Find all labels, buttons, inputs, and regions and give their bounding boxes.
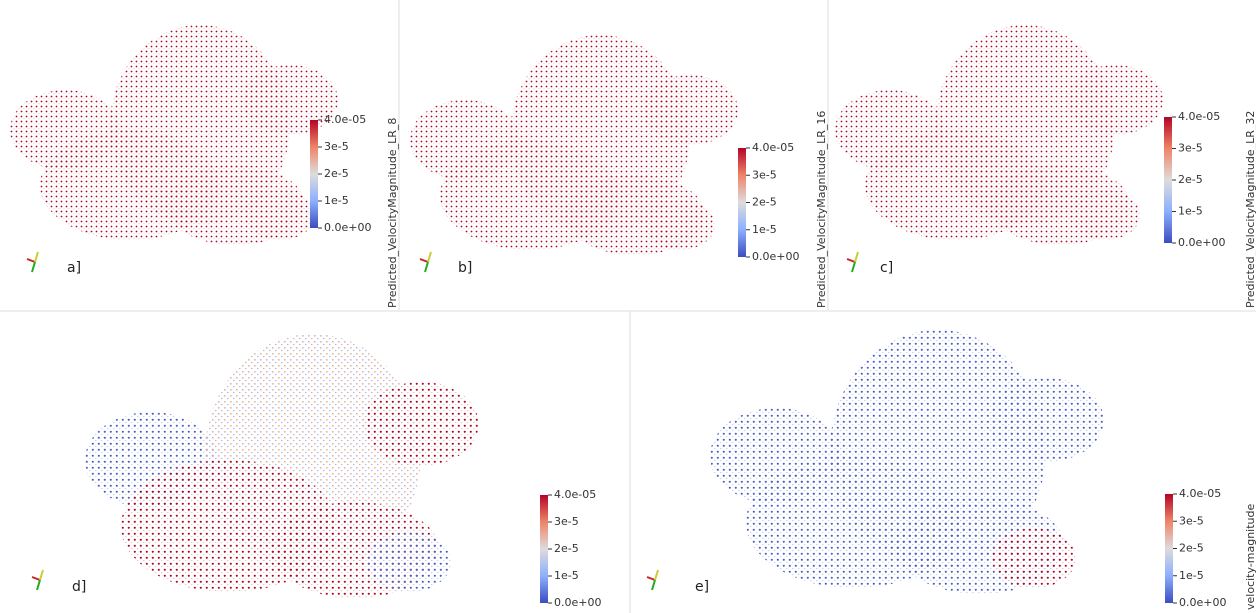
axis-z (852, 262, 855, 272)
colorbar-tick-label: 3e-5 (752, 168, 777, 181)
colorbar-tick-label: 4.0e-05 (752, 141, 794, 154)
point-cluster (1067, 65, 1163, 135)
figure: a] 4.0e-05 3e-5 2e-5 1e-5 0.0e+00 Predicted_Ve… (0, 0, 1256, 613)
panel-label: c] (880, 260, 893, 276)
colorbar-tick-label: 1e-5 (554, 569, 579, 582)
point-cloud (710, 330, 1104, 594)
axis-y (428, 252, 431, 262)
axis-y (35, 252, 38, 262)
colorbar-tick-label: 1e-5 (1179, 569, 1204, 582)
axis-x (32, 577, 40, 580)
axes-icon (847, 252, 858, 272)
axis-y (40, 570, 43, 580)
colorbar-tick-label: 3e-5 (1178, 142, 1203, 155)
colorbar-tick-label: 2e-5 (1178, 173, 1203, 186)
panel-label: d] (72, 579, 86, 595)
colorbar-tick-label: 3e-5 (324, 140, 349, 153)
point-cloud (10, 25, 338, 245)
point-cloud (410, 35, 738, 255)
colorbar-tick-label: 2e-5 (324, 167, 349, 180)
colorbar-tick-label: 0.0e+00 (1179, 596, 1226, 609)
colorbar-tick-label: 4.0e-05 (1179, 487, 1221, 500)
colorbar-tick-label: 4.0e-05 (1178, 110, 1220, 123)
colorbar-tick-label: 1e-5 (1178, 205, 1203, 218)
colorbar (738, 148, 746, 257)
point-cloud (835, 25, 1163, 245)
axis-x (847, 259, 855, 262)
panel-label: a] (67, 260, 81, 276)
point-cloud (85, 334, 479, 598)
axis-z (652, 580, 655, 590)
point-cluster (992, 528, 1076, 588)
axis-x (420, 259, 428, 262)
axis-z (425, 262, 428, 272)
colorbar-tick-label: 4.0e-05 (324, 113, 366, 126)
axis-x (27, 259, 35, 262)
colorbar-tick-label: 2e-5 (554, 542, 579, 555)
colorbar-title: Predicted_VelocityMagnitude_LR_8 (386, 118, 399, 308)
point-cluster (367, 532, 451, 592)
colorbar (310, 120, 318, 228)
colorbar-tick-label: 0.0e+00 (752, 250, 799, 263)
axis-z (37, 580, 40, 590)
point-cluster (642, 75, 738, 145)
axis-z (32, 262, 35, 272)
colorbar (1165, 494, 1173, 603)
axes-icon (32, 570, 43, 590)
axis-y (655, 570, 658, 580)
colorbar-tick-label: 4.0e-05 (554, 488, 596, 501)
axis-x (647, 577, 655, 580)
colorbar-title: Predicted_VelocityMagnitude_LR_32 (1244, 111, 1256, 308)
point-cluster (645, 200, 715, 250)
axes-icon (647, 570, 658, 590)
colorbar (1164, 117, 1172, 243)
colorbar-tick-label: 1e-5 (752, 223, 777, 236)
colorbar-tick-label: 1e-5 (324, 194, 349, 207)
colorbar-tick-label: 2e-5 (752, 196, 777, 209)
point-cluster (363, 382, 478, 466)
point-cluster (245, 190, 315, 240)
axis-y (855, 252, 858, 262)
panel-label: b] (458, 260, 472, 276)
axes-icon (420, 252, 431, 272)
point-cluster (1070, 190, 1140, 240)
colorbar-tick-label: 0.0e+00 (324, 221, 371, 234)
colorbar-tick-label: 0.0e+00 (1178, 236, 1225, 249)
colorbar-tick-label: 2e-5 (1179, 542, 1204, 555)
point-cluster (988, 378, 1103, 462)
axes-icon (27, 252, 38, 272)
colorbar-tick-label: 3e-5 (1179, 514, 1204, 527)
colorbar (540, 495, 548, 603)
colorbar-title: velocity-magnitude (1244, 504, 1256, 610)
colorbar-tick-label: 3e-5 (554, 515, 579, 528)
colorbar-title: Predicted_VelocityMagnitude_LR_16 (815, 111, 828, 308)
colorbar-tick-label: 0.0e+00 (554, 596, 601, 609)
panel-label: e] (695, 579, 709, 595)
